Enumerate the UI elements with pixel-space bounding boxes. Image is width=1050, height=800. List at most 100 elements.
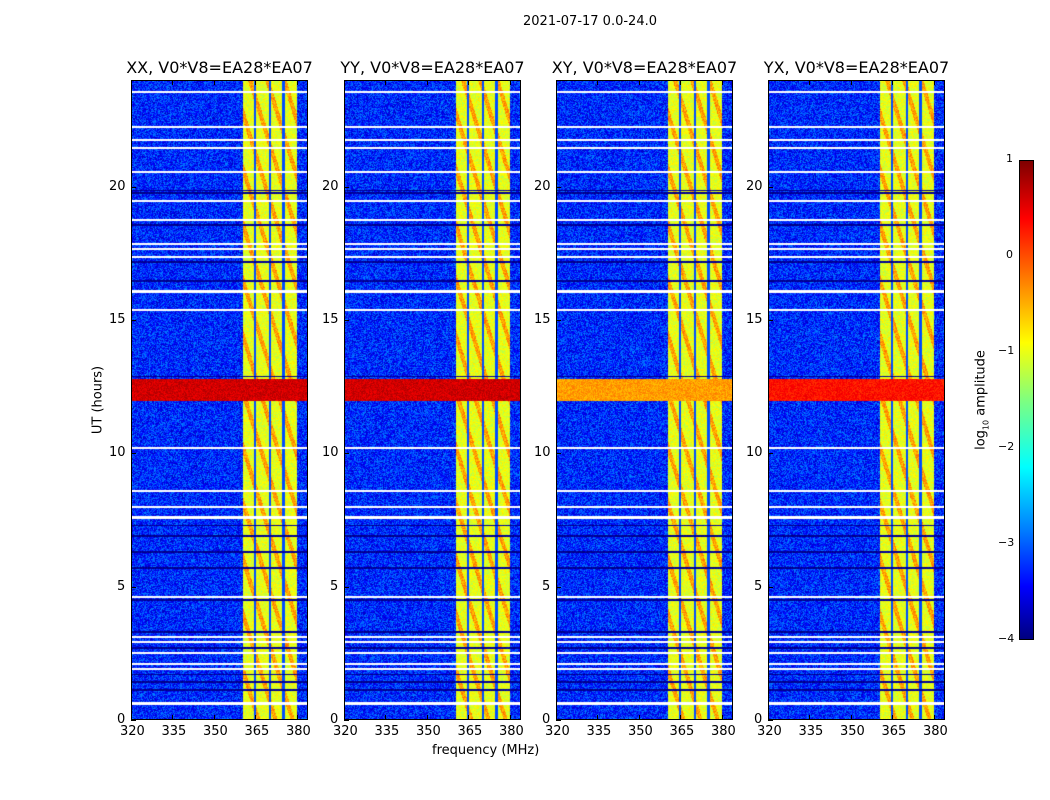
y-tick-mark — [556, 586, 561, 588]
x-tick-mark — [213, 80, 215, 85]
x-tick-mark — [768, 715, 769, 720]
y-tick-mark — [344, 586, 349, 588]
y-tick-mark — [131, 586, 136, 588]
y-tick-mark — [556, 720, 561, 721]
x-tick-mark — [296, 80, 298, 85]
x-tick-mark — [680, 80, 682, 85]
y-tick-mark — [344, 453, 349, 455]
y-axis-label: UT (hours) — [90, 365, 106, 435]
x-tick-mark — [426, 715, 428, 720]
heatmap-image — [132, 81, 307, 719]
y-tick-label: 5 — [542, 578, 551, 594]
x-tick-mark — [768, 80, 769, 85]
y-tick-mark — [556, 453, 561, 455]
x-tick-mark — [638, 80, 640, 85]
x-tick-mark — [721, 715, 723, 720]
x-tick-label: 365 — [881, 724, 907, 739]
x-tick-label: 365 — [669, 724, 695, 739]
x-tick-label: 335 — [586, 724, 612, 739]
x-tick-mark — [172, 715, 174, 720]
colorbar-label: log10 amplitude — [973, 350, 991, 450]
y-tick-mark — [768, 320, 773, 321]
x-tick-label: 335 — [374, 724, 400, 739]
x-tick-mark — [213, 715, 215, 720]
x-tick-label: 335 — [161, 724, 187, 739]
x-tick-label: 380 — [285, 724, 311, 739]
x-tick-label: 350 — [202, 724, 228, 739]
y-tick-mark — [131, 720, 136, 721]
y-tick-label: 20 — [534, 178, 551, 194]
x-tick-label: 350 — [415, 724, 441, 739]
x-axis-label: frequency (MHz) — [432, 743, 540, 758]
x-tick-mark — [809, 80, 811, 85]
y-tick-mark — [131, 320, 136, 321]
x-tick-mark — [721, 80, 723, 85]
x-tick-mark — [509, 715, 511, 720]
x-tick-label: 320 — [120, 724, 145, 739]
x-tick-mark — [131, 80, 132, 85]
colorbar-tick-label: 0 — [1006, 248, 1013, 261]
panel-title: XY, V0*V8=EA28*EA07 — [551, 58, 738, 77]
x-tick-mark — [385, 80, 387, 85]
x-tick-label: 380 — [922, 724, 948, 739]
heatmap-panel-xy — [556, 80, 733, 720]
x-tick-label: 320 — [757, 724, 782, 739]
y-tick-mark — [131, 453, 136, 455]
x-tick-mark — [597, 715, 599, 720]
x-tick-label: 350 — [627, 724, 653, 739]
x-tick-label: 365 — [244, 724, 270, 739]
heatmap-image — [345, 81, 520, 719]
x-tick-mark — [296, 715, 298, 720]
y-tick-mark — [768, 186, 773, 188]
y-tick-label: 10 — [534, 445, 551, 461]
x-tick-mark — [426, 80, 428, 85]
x-tick-mark — [255, 715, 257, 720]
y-tick-label: 15 — [109, 312, 126, 327]
x-tick-label: 335 — [798, 724, 824, 739]
x-tick-mark — [892, 80, 894, 85]
y-tick-label: 20 — [746, 178, 763, 194]
x-tick-mark — [385, 715, 387, 720]
x-tick-mark — [131, 715, 132, 720]
y-tick-mark — [768, 720, 773, 721]
x-tick-mark — [172, 80, 174, 85]
y-tick-label: 15 — [322, 312, 339, 327]
x-tick-mark — [850, 80, 852, 85]
x-tick-mark — [468, 715, 470, 720]
x-tick-label: 380 — [710, 724, 736, 739]
colorbar-tick-label: 1 — [1006, 152, 1013, 165]
y-tick-mark — [344, 320, 349, 321]
y-tick-label: 20 — [322, 178, 339, 194]
x-tick-label: 320 — [545, 724, 570, 739]
x-tick-mark — [933, 715, 935, 720]
y-tick-mark — [344, 186, 349, 188]
heatmap-image — [557, 81, 732, 719]
y-tick-label: 5 — [117, 578, 126, 594]
y-tick-label: 15 — [746, 312, 763, 327]
panel-title: YY, V0*V8=EA28*EA07 — [340, 58, 525, 77]
y-tick-label: 10 — [322, 445, 339, 461]
x-tick-label: 365 — [457, 724, 483, 739]
x-tick-mark — [556, 715, 557, 720]
y-tick-label: 5 — [330, 578, 339, 594]
x-tick-mark — [680, 715, 682, 720]
y-tick-label: 0 — [754, 712, 763, 727]
y-tick-label: 0 — [542, 712, 551, 727]
heatmap-panel-yy — [344, 80, 521, 720]
colorbar-tick-label: −2 — [998, 440, 1015, 453]
y-tick-mark — [768, 453, 773, 455]
x-tick-mark — [597, 80, 599, 85]
x-tick-mark — [638, 715, 640, 720]
x-tick-mark — [933, 80, 935, 85]
x-tick-mark — [892, 715, 894, 720]
heatmap-image — [769, 81, 944, 719]
y-tick-mark — [344, 720, 349, 721]
y-tick-mark — [556, 186, 561, 188]
x-tick-mark — [850, 715, 852, 720]
x-tick-mark — [344, 715, 345, 720]
y-tick-label: 10 — [746, 445, 763, 461]
y-tick-label: 5 — [754, 578, 763, 594]
y-tick-label: 0 — [330, 712, 339, 727]
y-tick-label: 10 — [109, 445, 126, 461]
